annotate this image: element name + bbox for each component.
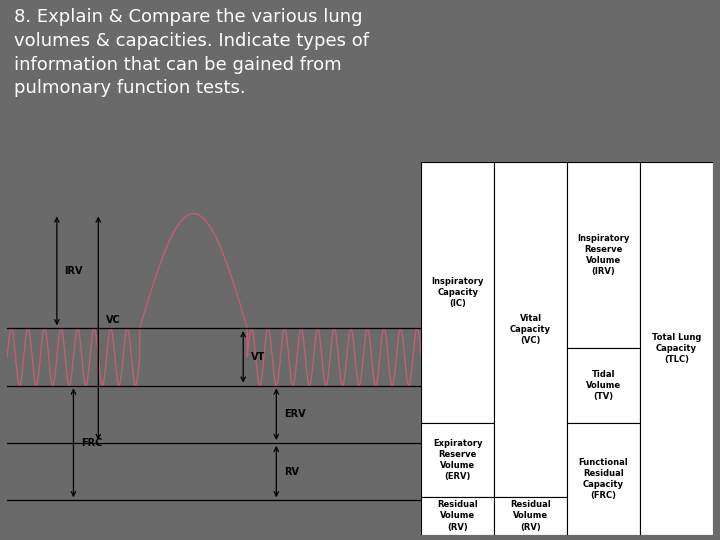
- Text: Residual
Volume
(RV): Residual Volume (RV): [437, 501, 478, 531]
- Text: Tidal
Volume
(TV): Tidal Volume (TV): [586, 370, 621, 401]
- Bar: [567, 162, 640, 348]
- Text: IRV: IRV: [64, 266, 83, 276]
- Text: Functional
Residual
Capacity
(FRC): Functional Residual Capacity (FRC): [579, 457, 629, 500]
- Bar: [567, 348, 640, 423]
- Text: Expiratory
Reserve
Volume
(ERV): Expiratory Reserve Volume (ERV): [433, 439, 482, 481]
- Text: VT: VT: [251, 352, 265, 362]
- Bar: [421, 162, 494, 423]
- Text: Residual
Volume
(RV): Residual Volume (RV): [510, 501, 551, 531]
- Text: FRC: FRC: [81, 438, 102, 448]
- Text: ERV: ERV: [284, 409, 305, 419]
- Text: Inspiratory
Capacity
(IC): Inspiratory Capacity (IC): [431, 277, 484, 308]
- Bar: [567, 423, 640, 535]
- Text: Inspiratory
Reserve
Volume
(IRV): Inspiratory Reserve Volume (IRV): [577, 234, 629, 276]
- Text: VC: VC: [106, 315, 120, 325]
- Text: RV: RV: [284, 467, 299, 476]
- Bar: [494, 497, 567, 535]
- Text: 8. Explain & Compare the various lung
volumes & capacities. Indicate types of
in: 8. Explain & Compare the various lung vo…: [14, 9, 369, 97]
- Text: Total Lung
Capacity
(TLC): Total Lung Capacity (TLC): [652, 333, 701, 364]
- Bar: [421, 497, 494, 535]
- Bar: [494, 162, 567, 497]
- Text: Vital
Capacity
(VC): Vital Capacity (VC): [510, 314, 551, 345]
- Bar: [640, 162, 713, 535]
- Bar: [421, 423, 494, 497]
